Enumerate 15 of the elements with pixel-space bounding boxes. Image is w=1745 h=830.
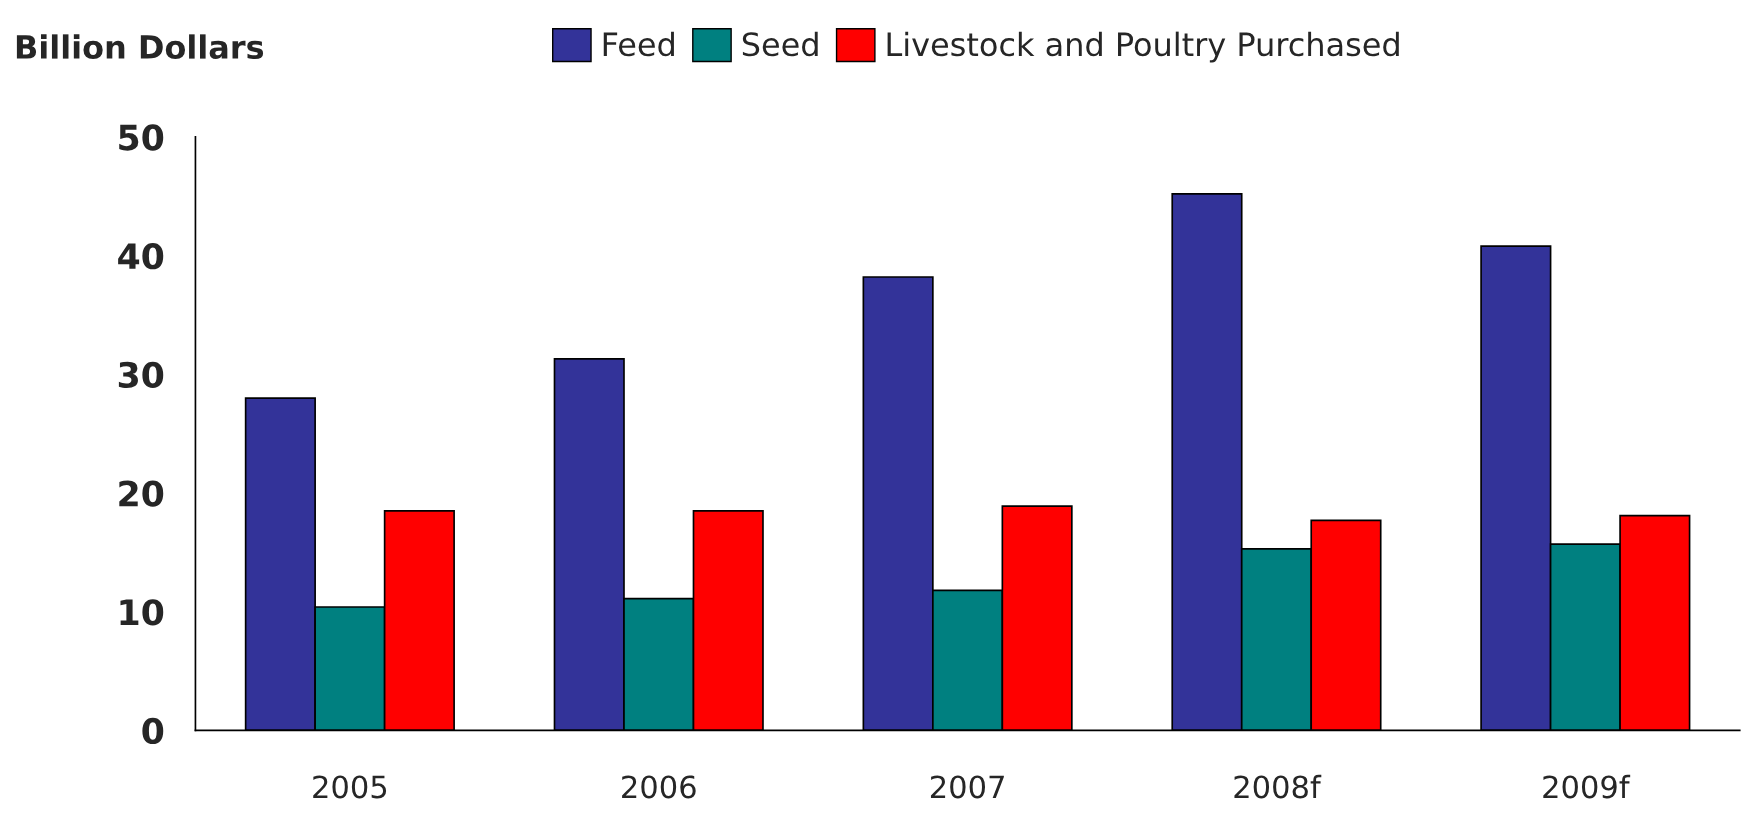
y-tick-label: 30 — [118, 361, 164, 389]
x-tick-label: 2008f — [1234, 774, 1322, 799]
legend-label: Livestock and Poultry Purchased — [887, 31, 1399, 63]
y-tick-label: 20 — [119, 480, 164, 507]
y-tick-label: 10 — [120, 599, 164, 626]
legend-label: Seed — [742, 31, 818, 57]
x-tick-label: 2006 — [622, 775, 696, 799]
y-tick-label: 50 — [119, 124, 164, 151]
legend-label: Feed — [603, 31, 674, 57]
x-tick-label: 2007 — [930, 775, 1004, 799]
y-tick-label: 40 — [118, 243, 164, 270]
x-tick-label: 2009f — [1543, 774, 1631, 799]
x-tick-label: 2005 — [313, 775, 387, 799]
y-tick-label: 0 — [142, 717, 164, 745]
y-axis-title: Billion Dollars — [16, 34, 264, 60]
